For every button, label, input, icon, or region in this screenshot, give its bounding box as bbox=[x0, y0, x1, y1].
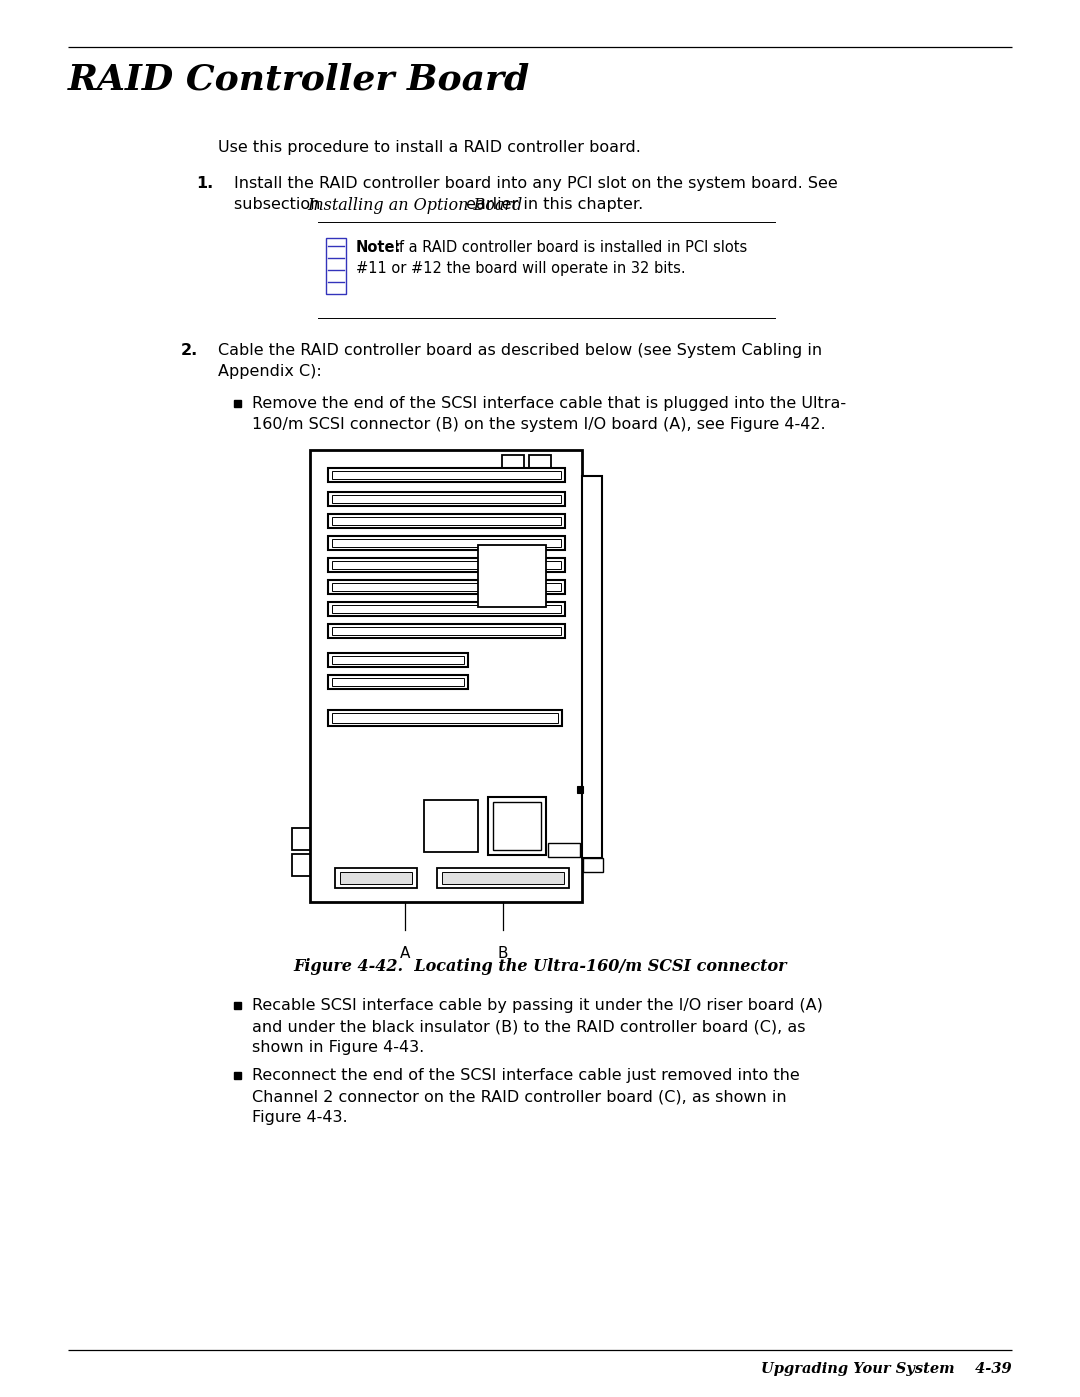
Bar bbox=[577, 787, 583, 793]
Text: #11 or #12 the board will operate in 32 bits.: #11 or #12 the board will operate in 32 … bbox=[356, 261, 686, 277]
Text: Cable the RAID controller board as described below (see System Cabling in: Cable the RAID controller board as descr… bbox=[218, 344, 822, 358]
Text: Note:: Note: bbox=[356, 240, 402, 256]
Text: Appendix C):: Appendix C): bbox=[218, 365, 322, 379]
Bar bbox=[234, 400, 241, 407]
Text: 1.: 1. bbox=[195, 176, 213, 191]
Bar bbox=[234, 1002, 241, 1009]
Bar bbox=[332, 657, 464, 664]
Bar bbox=[442, 872, 564, 884]
Text: Channel 2 connector on the RAID controller board (C), as shown in: Channel 2 connector on the RAID controll… bbox=[252, 1090, 786, 1104]
Bar bbox=[328, 580, 565, 594]
Bar bbox=[234, 1071, 241, 1078]
Text: A: A bbox=[400, 946, 410, 961]
Text: B: B bbox=[498, 946, 509, 961]
Bar bbox=[328, 492, 565, 506]
Bar bbox=[437, 868, 569, 888]
Text: Figure 4-42.  Locating the Ultra-160/m SCSI connector: Figure 4-42. Locating the Ultra-160/m SC… bbox=[294, 958, 786, 975]
Bar bbox=[328, 468, 565, 482]
Bar bbox=[332, 539, 561, 548]
Bar bbox=[310, 450, 582, 902]
Text: Remove the end of the SCSI interface cable that is plugged into the Ultra-: Remove the end of the SCSI interface cab… bbox=[252, 395, 846, 411]
Text: Use this procedure to install a RAID controller board.: Use this procedure to install a RAID con… bbox=[218, 140, 640, 155]
Text: Installing an Option Board: Installing an Option Board bbox=[307, 197, 523, 214]
Bar bbox=[332, 605, 561, 613]
Bar bbox=[328, 624, 565, 638]
Bar bbox=[582, 476, 602, 858]
Bar bbox=[328, 602, 565, 616]
Text: 160/m SCSI connector (B) on the system I/O board (A), see Figure 4-42.: 160/m SCSI connector (B) on the system I… bbox=[252, 416, 825, 432]
Text: Install the RAID controller board into any PCI slot on the system board. See: Install the RAID controller board into a… bbox=[234, 176, 838, 191]
Bar bbox=[340, 872, 411, 884]
Text: subsection: subsection bbox=[234, 197, 325, 212]
Text: If a RAID controller board is installed in PCI slots: If a RAID controller board is installed … bbox=[390, 240, 747, 256]
Bar bbox=[478, 545, 546, 608]
Text: Recable SCSI interface cable by passing it under the I/O riser board (A): Recable SCSI interface cable by passing … bbox=[252, 997, 823, 1013]
Bar bbox=[328, 675, 468, 689]
Bar bbox=[488, 798, 546, 855]
Bar bbox=[328, 710, 562, 726]
Text: RAID Controller Board: RAID Controller Board bbox=[68, 61, 530, 96]
Text: and under the black insulator (B) to the RAID controller board (C), as: and under the black insulator (B) to the… bbox=[252, 1018, 806, 1034]
Text: 2.: 2. bbox=[181, 344, 199, 358]
Bar bbox=[548, 842, 580, 856]
Bar bbox=[332, 678, 464, 686]
Bar bbox=[332, 712, 558, 724]
Bar bbox=[326, 237, 346, 293]
Bar bbox=[332, 583, 561, 591]
Bar bbox=[328, 557, 565, 571]
Bar bbox=[492, 802, 541, 849]
Bar bbox=[332, 517, 561, 525]
Bar bbox=[502, 455, 524, 474]
Text: Upgrading Your System    4-39: Upgrading Your System 4-39 bbox=[761, 1362, 1012, 1376]
Bar bbox=[328, 652, 468, 666]
Bar bbox=[332, 495, 561, 503]
Bar bbox=[583, 858, 603, 872]
Bar bbox=[328, 514, 565, 528]
Bar bbox=[332, 471, 561, 479]
Text: Reconnect the end of the SCSI interface cable just removed into the: Reconnect the end of the SCSI interface … bbox=[252, 1067, 800, 1083]
Bar bbox=[424, 800, 478, 852]
Bar bbox=[335, 868, 417, 888]
Bar bbox=[529, 455, 551, 474]
Bar bbox=[292, 854, 310, 876]
Bar bbox=[328, 536, 565, 550]
Bar bbox=[332, 562, 561, 569]
Bar bbox=[292, 828, 310, 849]
Text: earlier in this chapter.: earlier in this chapter. bbox=[461, 197, 644, 212]
Text: Figure 4-43.: Figure 4-43. bbox=[252, 1111, 348, 1125]
Bar bbox=[332, 627, 561, 636]
Text: shown in Figure 4-43.: shown in Figure 4-43. bbox=[252, 1039, 424, 1055]
